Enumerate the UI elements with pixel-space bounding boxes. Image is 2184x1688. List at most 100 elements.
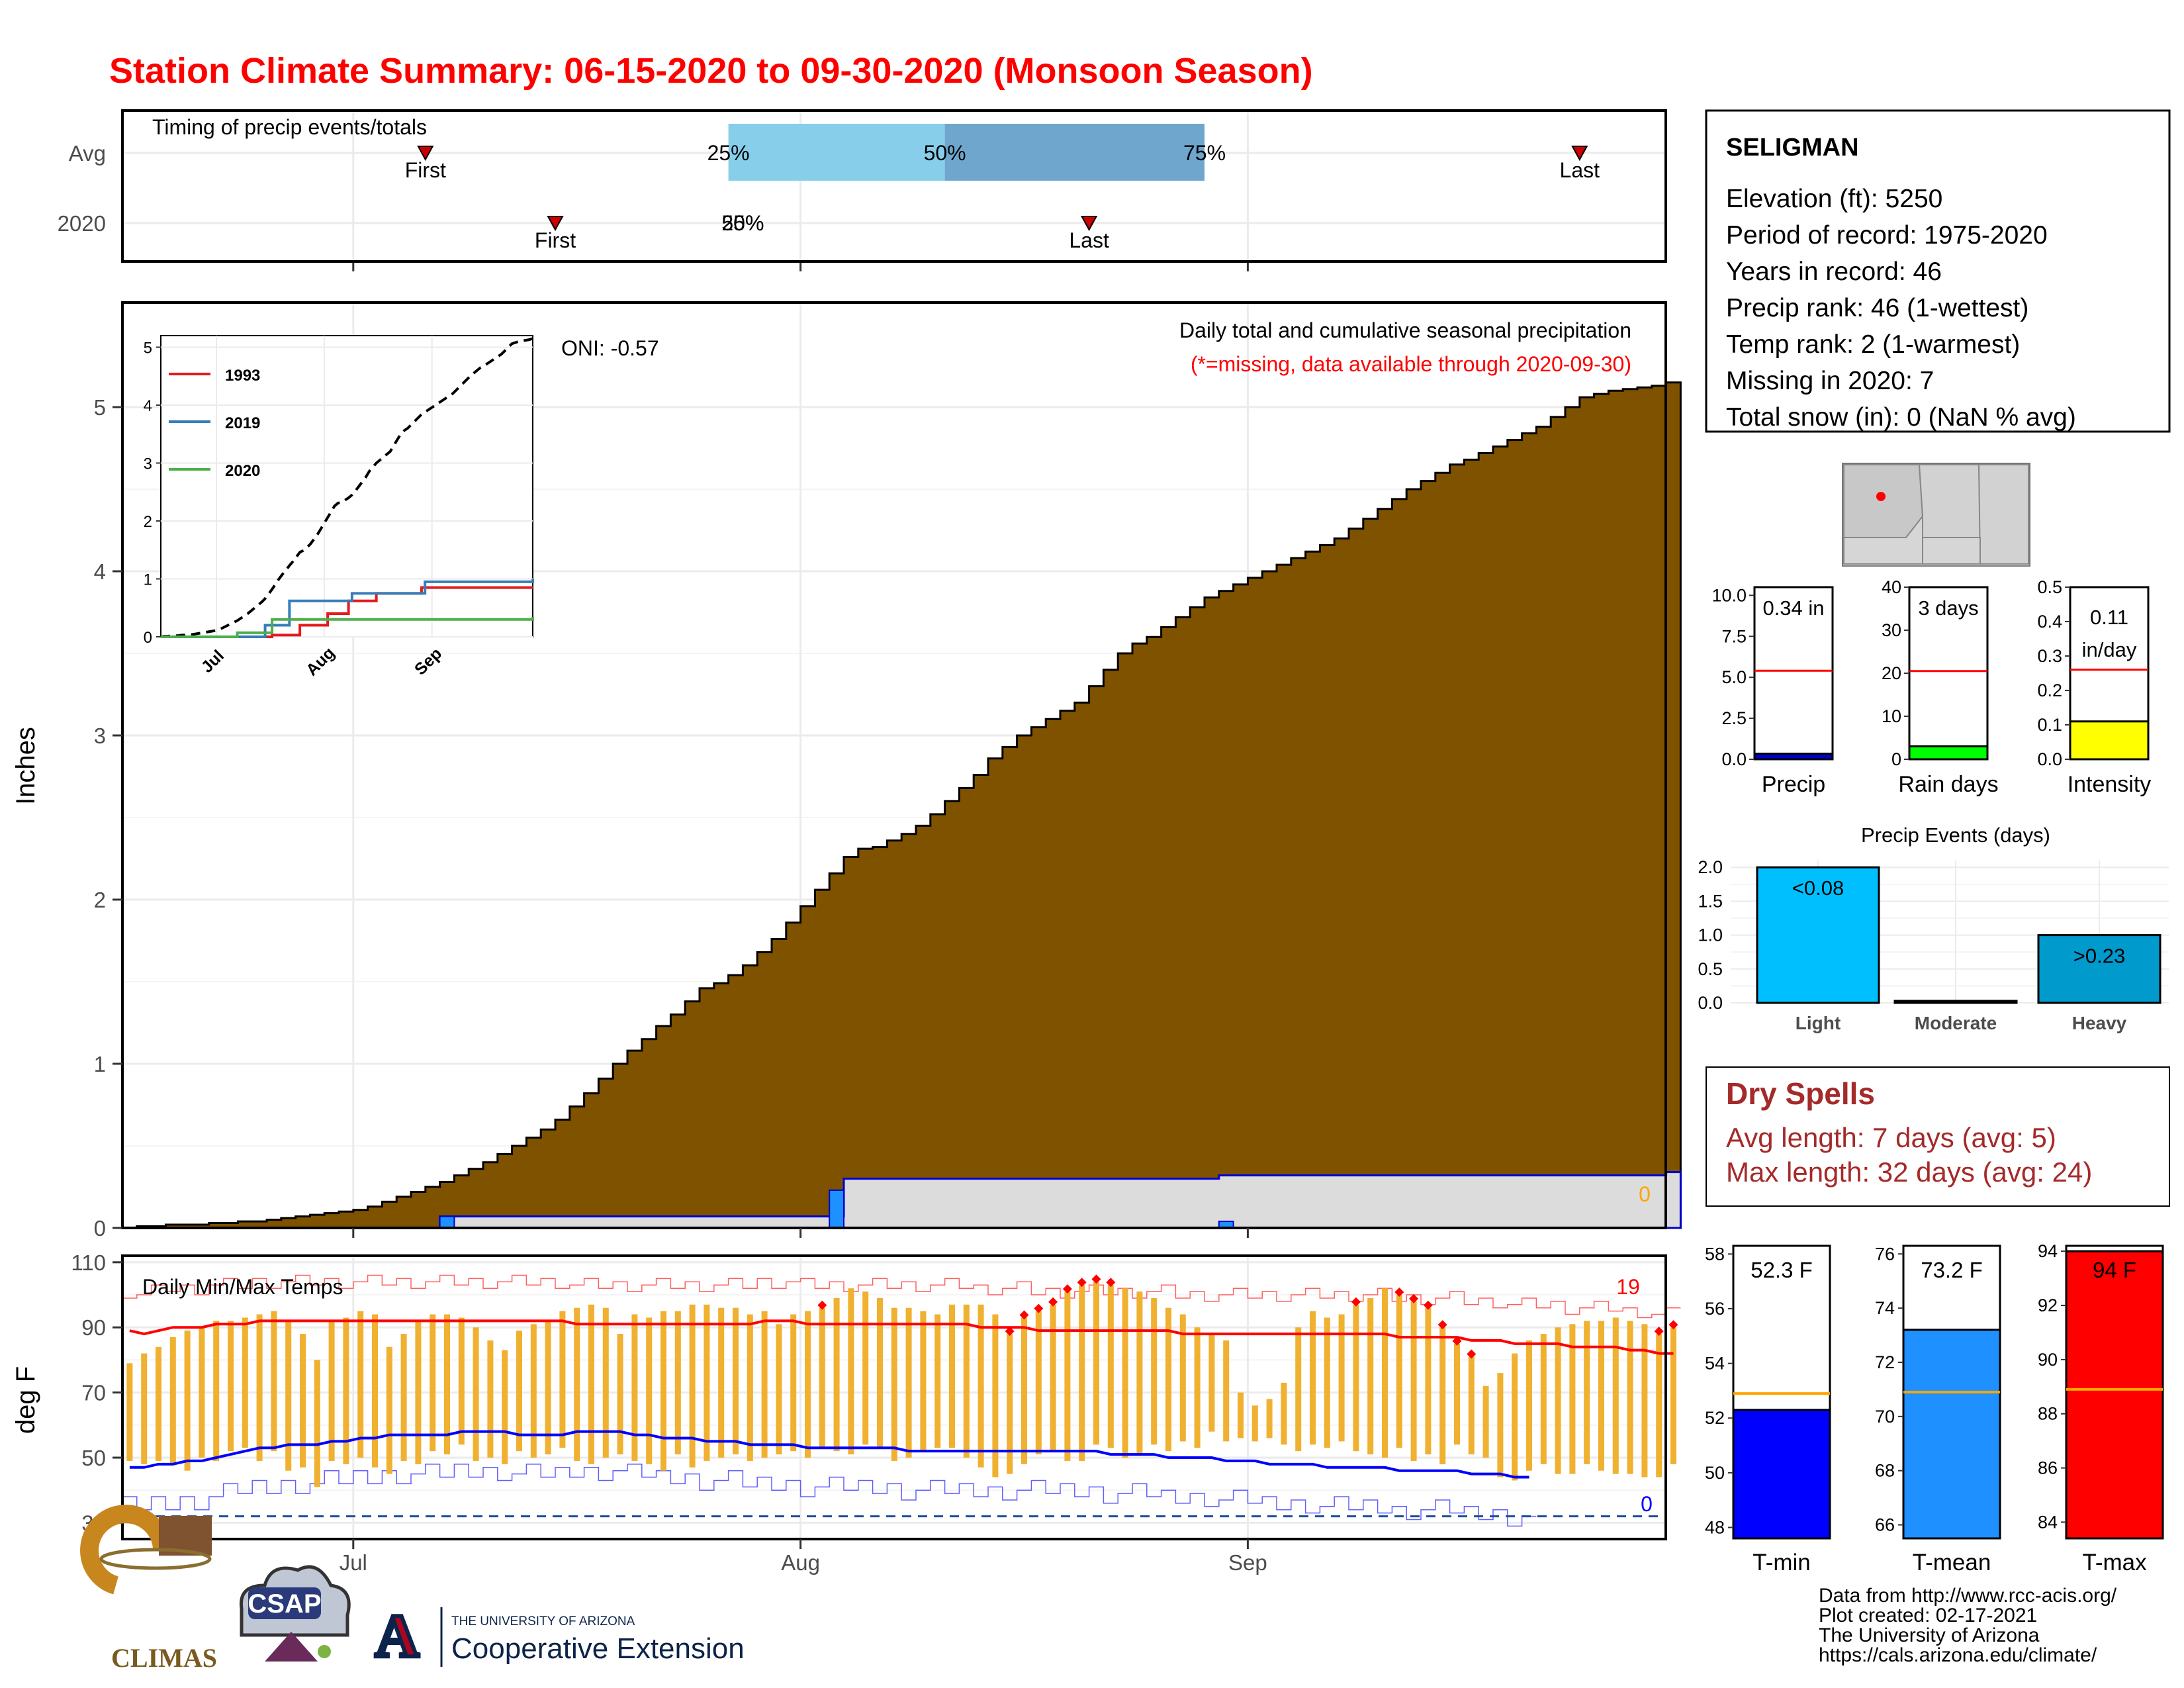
temp-summary-ytick: 50 (1705, 1463, 1725, 1483)
temp-ylabel: deg F (11, 1366, 40, 1434)
avg-p25-label: 25% (707, 141, 750, 165)
station-period: Period of record: 1975-2020 (1726, 221, 2048, 250)
page-title: Station Climate Summary: 06-15-2020 to 0… (109, 51, 1313, 91)
daily-temp-bar (502, 1350, 508, 1464)
ua-name-text: THE UNIVERSITY OF ARIZONA (451, 1615, 635, 1628)
first-2020-label: First (535, 228, 576, 252)
mini-chart-rain-days: 0 10 20 30 40 3 days Rain days (1882, 577, 1999, 797)
mini-chart-label: Rain days (1898, 772, 1998, 797)
daily-temp-bar (1079, 1285, 1085, 1461)
season-temp-charts: 48 50 52 54 56 58 52.3 F T-min 66 68 70 72 74 76 73.2 … (1705, 1241, 2164, 1575)
station-temp-rank: Temp rank: 2 (1-warmest) (1726, 330, 2020, 359)
temp-ytick: 110 (71, 1250, 106, 1275)
missing-data-marker: ******* (1122, 0, 1195, 6)
daily-temp-bar (1353, 1304, 1359, 1452)
cumulative-avg-area (122, 381, 1682, 1229)
daily-temp-bar (1223, 1340, 1230, 1442)
daily-temp-bar (314, 1360, 320, 1487)
mini-value-unit: in/day (2082, 638, 2137, 661)
daily-temp-bar (1266, 1399, 1273, 1438)
record-high-diamond (1106, 1278, 1116, 1288)
daily-precip-bar (829, 1189, 844, 1229)
temp-summary-value: 52.3 F (1751, 1258, 1813, 1282)
daily-temp-bar (978, 1304, 984, 1468)
temp-summary-t-mean: 66 68 70 72 74 76 73.2 F T-mean (1875, 1244, 2001, 1575)
events-bar-label: >0.23 (2073, 945, 2125, 968)
temp-summary-ytick: 90 (2038, 1350, 2058, 1370)
daily-temp-bar (617, 1334, 623, 1455)
temp-summary-ytick: 58 (1705, 1244, 1725, 1264)
events-ytick: 1.0 (1698, 925, 1723, 945)
dry-spells-avg: Avg length: 7 days (avg: 5) (1726, 1122, 2056, 1153)
temp-summary-value: 94 F (2093, 1258, 2136, 1282)
inset-avg-dashed-line (160, 337, 533, 638)
inset-ytick: 5 (144, 340, 152, 357)
daily-temp-bar (1396, 1295, 1402, 1448)
temp-right-top-value: 19 (1616, 1275, 1640, 1299)
temp-summary-bar (1902, 1329, 2001, 1540)
daily-temp-bar (300, 1334, 306, 1468)
footer-university: The University of Arizona (1819, 1624, 2040, 1646)
daily-temp-bar (1439, 1327, 1446, 1464)
daily-temp-bar (1367, 1297, 1374, 1455)
daily-temp-bar (1165, 1307, 1171, 1452)
daily-temp-bar (285, 1321, 292, 1471)
daily-temp-bar (862, 1291, 869, 1445)
daily-temp-bar (1007, 1334, 1013, 1474)
daily-temp-bar (400, 1334, 407, 1461)
precip-ytick: 2 (94, 888, 106, 912)
events-ytick: 0.5 (1698, 959, 1723, 979)
daily-temp-bar (1208, 1334, 1215, 1432)
daily-temp-bar (430, 1314, 436, 1452)
record-high-diamond (1654, 1327, 1664, 1336)
daily-temp-bar (1151, 1297, 1158, 1445)
daily-temp-bar (1281, 1382, 1287, 1445)
daily-temp-bar (545, 1321, 551, 1455)
daily-temp-bar (1569, 1324, 1576, 1474)
timing-row-avg: Avg (69, 141, 106, 165)
events-bar-label: <0.08 (1792, 876, 1844, 900)
daily-temp-bar (1454, 1343, 1460, 1445)
mini-value-label: 0.11 (2090, 606, 2128, 629)
daily-temp-bar (1179, 1314, 1186, 1442)
daily-temp-bar (1512, 1353, 1518, 1481)
record-high-diamond (1062, 1284, 1072, 1294)
record-high-diamond (1437, 1320, 1447, 1330)
mini-ytick: 10.0 (1711, 585, 1747, 605)
daily-temp-bar (1122, 1288, 1128, 1458)
daily-temp-bar (877, 1297, 883, 1448)
temp-summary-bar (2065, 1250, 2164, 1540)
daily-temp-bar (689, 1304, 696, 1468)
precip-ylabel: Inches (11, 727, 40, 805)
daily-temp-bar (1064, 1291, 1071, 1461)
inset-ytick: 4 (144, 397, 152, 415)
daily-temp-bar (1482, 1385, 1489, 1458)
record-high-diamond (1423, 1300, 1433, 1310)
station-missing: Missing in 2020: 7 (1726, 367, 1934, 395)
daily-temp-bar (761, 1311, 768, 1458)
daily-temp-bar (343, 1317, 349, 1464)
daily-temp-bar (1425, 1307, 1432, 1455)
record-high-diamond (1467, 1349, 1477, 1359)
daily-temp-bar (963, 1304, 970, 1458)
daily-temp-bar (1555, 1327, 1561, 1474)
mini-value-label: 3 days (1918, 596, 1978, 620)
temp-summary-ytick: 56 (1705, 1299, 1725, 1319)
events-ytick: 2.0 (1698, 857, 1723, 877)
daily-temp-bar (213, 1321, 220, 1461)
avg-tmax-line (129, 1319, 1674, 1355)
temp-summary-label: T-mean (1913, 1550, 1991, 1575)
csap-logo-text: CSAP (248, 1589, 321, 1618)
precip-ytick: 3 (94, 724, 106, 748)
precip-ytick: 0 (94, 1216, 106, 1241)
temp-right-bottom-value: 0 (1641, 1492, 1653, 1516)
temp-summary-ytick: 76 (1875, 1244, 1895, 1264)
temp-xtick: Aug (781, 1550, 820, 1575)
daily-temp-bar (588, 1304, 594, 1464)
daily-temp-bar (559, 1311, 566, 1448)
daily-temp-bar (1295, 1327, 1302, 1452)
daily-temp-bar (790, 1314, 797, 1452)
daily-temp-bar (1540, 1334, 1547, 1464)
station-info-box: SELIGMAN Elevation (ft): 5250 Period of … (1705, 109, 2171, 433)
daily-temp-bar (1410, 1301, 1417, 1461)
